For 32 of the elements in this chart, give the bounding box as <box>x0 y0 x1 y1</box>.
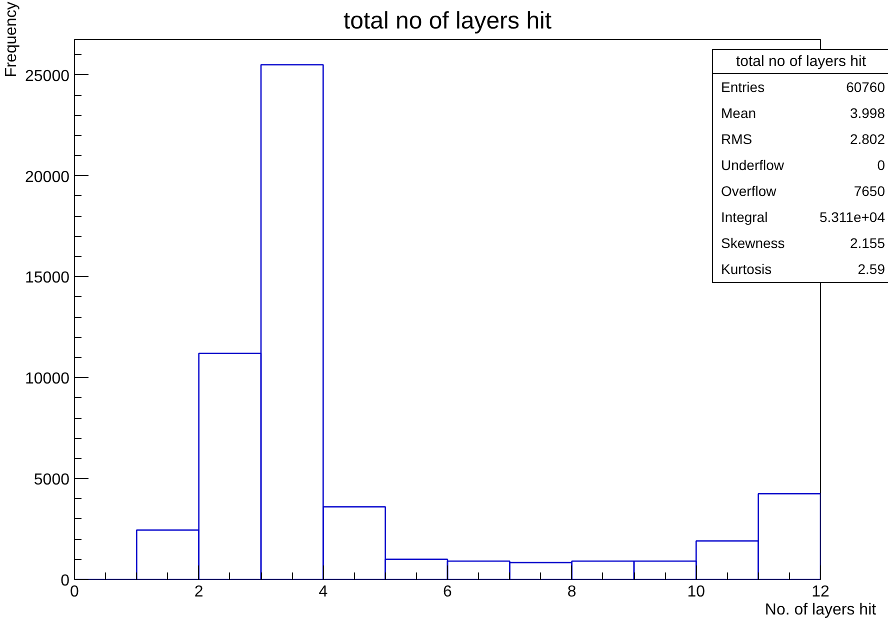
x-tick-label: 8 <box>567 584 576 600</box>
annotation: 5.311e+04 <box>818 208 886 228</box>
chart-title: total no of layers hit <box>343 8 552 34</box>
annotation: total no of layers hit <box>713 50 888 74</box>
annotation: Mean <box>720 104 758 124</box>
x-tick-label: 12 <box>812 584 830 600</box>
y-tick-label: 15000 <box>25 270 70 287</box>
y-axis-title: Frequency <box>3 2 20 78</box>
x-tick-label: 2 <box>194 584 204 600</box>
text: 2.155 <box>848 234 886 254</box>
annotation: Integral <box>720 208 769 228</box>
text: 3.998 <box>848 104 886 124</box>
annotation: Underflow <box>720 156 786 176</box>
text: 2.59 <box>856 260 886 280</box>
annotation: RMS <box>720 130 754 150</box>
y-tick-label: 25000 <box>25 68 70 85</box>
x-tick-label: 6 <box>443 584 452 600</box>
annotation: Entries <box>720 78 766 98</box>
x-axis-title: No. of layers hit <box>764 602 877 618</box>
annotation: Skewness <box>720 234 786 254</box>
y-tick-label: 0 <box>60 572 70 590</box>
y-tick-label: 10000 <box>25 370 70 388</box>
y-tick-label: 5000 <box>34 472 70 489</box>
text: 7650 <box>852 182 886 202</box>
text: 60760 <box>845 78 886 98</box>
annotation: Kurtosis <box>720 260 773 280</box>
x-tick-label: 10 <box>687 584 706 600</box>
text: 2.802 <box>848 130 886 150</box>
text: 0 <box>876 156 886 176</box>
x-tick-label: 4 <box>318 584 328 600</box>
y-tick-label: 20000 <box>25 168 70 186</box>
annotation: Overflow <box>720 182 778 202</box>
